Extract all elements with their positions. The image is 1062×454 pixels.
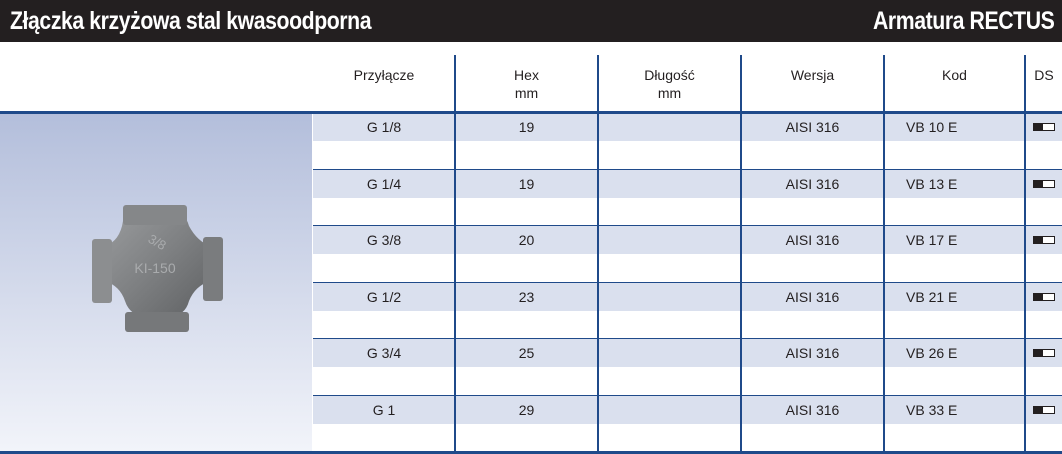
brand-name: Armatura RECTUS (872, 6, 1055, 35)
cell-przylacze: G 1/4 (366, 175, 402, 192)
cell-kod: VB 26 E (906, 345, 958, 361)
column-header: Przyłącze (313, 66, 455, 84)
cell-przylacze: G 1/2 (366, 288, 402, 305)
cell-hex: 29 (518, 401, 535, 418)
table-row: G 3/8 20 AISI 316 VB 17 E (313, 226, 1062, 283)
column-header-line2: mm (657, 85, 682, 101)
table-row: G 3/4 25 AISI 316 VB 26 E (313, 339, 1062, 396)
column-divider (883, 55, 885, 452)
cell-kod: VB 21 E (906, 288, 958, 305)
fitting-code-mark: KI-150 (134, 260, 175, 276)
row-divider (313, 225, 1062, 226)
row-band (313, 169, 1062, 198)
cell-wersja: AISI 316 (785, 288, 840, 305)
cell-hex: 25 (518, 345, 535, 361)
cell-kod: VB 33 E (906, 401, 958, 418)
column-header-line1: Przyłącze (353, 67, 415, 83)
row-band (313, 339, 1062, 367)
ds-half-filled-icon (1033, 349, 1055, 357)
table-row: G 1/2 23 AISI 316 VB 21 E (313, 282, 1062, 340)
row-divider (313, 338, 1062, 339)
cell-hex: 23 (518, 288, 535, 305)
cell-hex: 20 (518, 232, 535, 248)
table-row: G 1 29 AISI 316 VB 33 E (313, 395, 1062, 453)
column-divider (454, 55, 456, 452)
ds-half-filled-icon (1033, 236, 1055, 244)
column-divider (740, 55, 742, 452)
ds-half-filled-icon (1033, 123, 1055, 131)
row-band (313, 282, 1062, 311)
cell-wersja: AISI 316 (785, 345, 840, 361)
page-title: Złączka krzyżowa stal kwasoodporna (10, 6, 372, 35)
cell-kod: VB 17 E (906, 232, 958, 248)
cell-przylacze: G 3/4 (366, 345, 402, 361)
column-header: Długość mm (598, 66, 741, 102)
cell-przylacze: G 1 (372, 401, 396, 418)
column-header: Hex mm (455, 66, 598, 102)
row-divider (313, 168, 1062, 170)
cell-przylacze: G 1/8 (366, 119, 402, 135)
ds-half-filled-icon (1033, 292, 1055, 301)
row-band (313, 113, 1062, 141)
column-header-line1: Długość (644, 67, 695, 83)
title-bar: Złączka krzyżowa stal kwasoodporna Armat… (0, 0, 1062, 42)
column-header: DS (1026, 66, 1062, 84)
column-header-line1: Hex (514, 67, 539, 83)
header-rule (0, 111, 1062, 114)
ds-half-filled-icon (1033, 179, 1055, 188)
cell-przylacze: G 3/8 (366, 232, 402, 248)
product-image-panel: 3/8 KI-150 (0, 113, 312, 452)
cell-kod: VB 13 E (906, 175, 958, 192)
row-divider (313, 281, 1062, 283)
column-header: Wersja (741, 66, 884, 84)
column-header-line1: Wersja (790, 67, 835, 83)
row-divider (313, 394, 1062, 396)
cell-wersja: AISI 316 (785, 401, 840, 418)
bottom-rule (0, 451, 1062, 454)
cross-fitting-image: 3/8 KI-150 (92, 205, 223, 332)
column-header-line1: DS (1034, 67, 1054, 83)
column-header: Kod (884, 66, 1025, 84)
cell-wersja: AISI 316 (785, 232, 840, 248)
column-divider (597, 55, 599, 452)
table-row: G 1/8 19 AISI 316 VB 10 E (313, 113, 1062, 170)
ds-half-filled-icon (1033, 405, 1055, 414)
cell-wersja: AISI 316 (785, 175, 840, 192)
cell-wersja: AISI 316 (785, 119, 840, 135)
cell-kod: VB 10 E (906, 119, 958, 135)
row-band (313, 226, 1062, 254)
column-header-line2: mm (514, 85, 539, 101)
cell-hex: 19 (518, 175, 535, 192)
column-header-line1: Kod (942, 67, 967, 83)
table-row: G 1/4 19 AISI 316 VB 13 E (313, 169, 1062, 227)
row-band (313, 395, 1062, 424)
cell-hex: 19 (518, 119, 535, 135)
column-divider (1024, 55, 1026, 452)
